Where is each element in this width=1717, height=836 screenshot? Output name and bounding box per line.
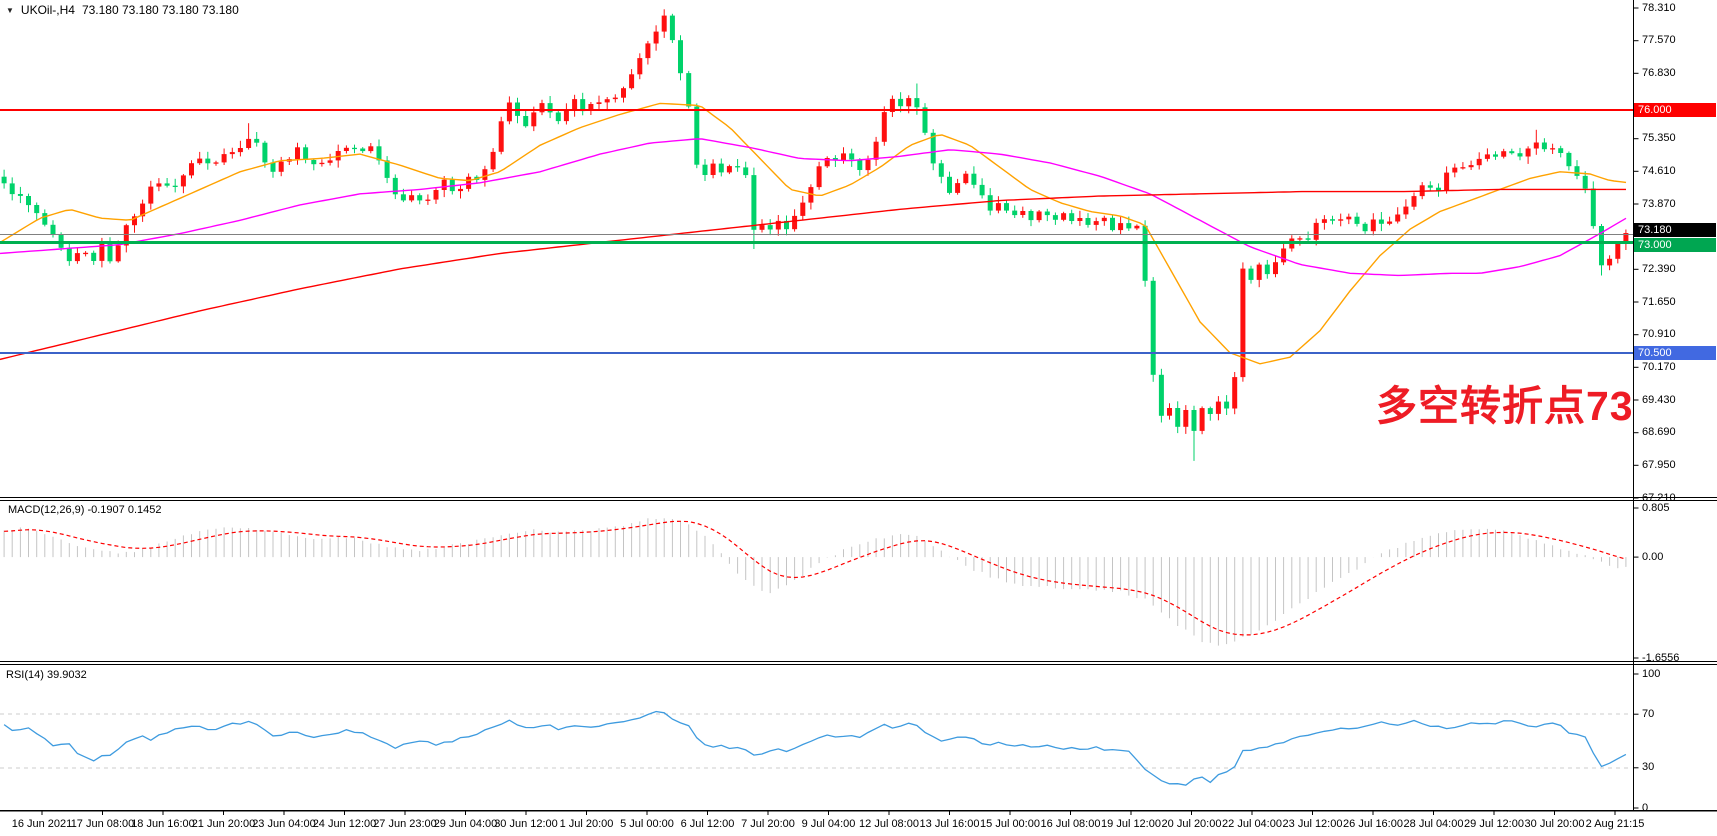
x-axis-label: 9 Jul 04:00 — [801, 818, 856, 830]
x-axis-label: 28 Jul 04:00 — [1403, 818, 1464, 830]
macd-indicator-label: MACD(12,26,9) -0.1907 0.1452 — [8, 504, 162, 516]
x-axis-label: 6 Jul 12:00 — [680, 818, 735, 830]
price-tick-label: 69.430 — [1642, 393, 1676, 406]
price-tick-label: 72.390 — [1642, 262, 1676, 275]
ma-fast-orange — [0, 102, 1627, 365]
price-tick-label: 76.830 — [1642, 66, 1676, 79]
rsi-indicator-label: RSI(14) 39.9032 — [6, 669, 87, 681]
rsi-line — [3, 710, 1627, 786]
price-tick-label: 73.870 — [1642, 197, 1676, 210]
rsi-tick-label: 30 — [1642, 761, 1655, 774]
price-tick-label: 67.210 — [1642, 491, 1676, 504]
price-badge-level-70500: 70.500 — [1634, 345, 1716, 360]
x-axis-label: 7 Jul 20:00 — [741, 818, 795, 830]
x-axis-label: 16 Jun 2021 — [11, 818, 73, 830]
x-axis-label: 27 Jun 23:00 — [373, 818, 437, 830]
price-tick-label: 70.910 — [1642, 328, 1676, 341]
price-tick-label: 68.690 — [1642, 426, 1676, 439]
moving-averages — [0, 102, 1627, 365]
x-axis-label: 19 Jul 12:00 — [1101, 818, 1161, 830]
axis-tick-marks — [41, 7, 1639, 815]
price-badge-resistance-76000: 76.000 — [1634, 102, 1716, 117]
chart-title-bar: ▼ UKOil-,H4 73.180 73.180 73.180 73.180 — [6, 3, 239, 17]
x-axis-label: 30 Jun 12:00 — [494, 818, 558, 830]
horizontal-level-lines — [0, 109, 1634, 354]
x-axis-label: 13 Jul 16:00 — [919, 818, 980, 830]
symbol-period-label: UKOil-,H4 — [20, 3, 75, 17]
x-axis-label: 2 Aug 21:15 — [1585, 818, 1645, 830]
x-axis-label: 22 Jul 04:00 — [1222, 818, 1282, 830]
x-axis-label: 12 Jul 08:00 — [859, 818, 919, 830]
x-axis-label: 23 Jun 04:00 — [252, 818, 316, 830]
macd-tick-label: 0.00 — [1642, 550, 1664, 563]
macd-tick-label: -1.6556 — [1642, 651, 1680, 664]
x-axis-label: 29 Jun 04:00 — [433, 818, 498, 830]
price-tick-label: 71.650 — [1642, 295, 1676, 308]
price-tick-label: 70.170 — [1642, 360, 1676, 373]
x-axis-label: 23 Jul 12:00 — [1282, 818, 1343, 830]
x-axis-label: 24 Jun 12:00 — [312, 818, 377, 830]
x-axis-label: 20 Jul 20:00 — [1161, 818, 1222, 830]
price-tick-label: 78.310 — [1642, 1, 1676, 14]
x-axis-label: 5 Jul 00:00 — [620, 818, 674, 830]
rsi-tick-label: 100 — [1642, 667, 1661, 680]
x-axis-label: 1 Jul 20:00 — [559, 818, 614, 830]
x-axis-label: 21 Jun 20:00 — [191, 818, 256, 830]
macd-histogram — [3, 518, 1627, 646]
price-badge-support-73000: 73.000 — [1634, 238, 1716, 253]
price-tick-label: 77.570 — [1642, 34, 1676, 47]
chinese-annotation-text: 多空转折点73 — [1376, 383, 1634, 429]
ohlc-quotes-label: 73.180 73.180 73.180 73.180 — [81, 3, 239, 17]
price-tick-label: 74.610 — [1642, 164, 1676, 177]
price-tick-label: 67.950 — [1642, 458, 1676, 471]
x-axis-label: 17 Jun 08:00 — [70, 818, 135, 830]
ma-mid-magenta — [0, 138, 1627, 277]
price-tick-label: 75.350 — [1642, 132, 1676, 145]
x-axis-label: 16 Jul 08:00 — [1040, 818, 1101, 830]
rsi-tick-label: 0 — [1642, 801, 1649, 814]
x-axis-label: 18 Jun 16:00 — [131, 818, 195, 830]
symbol-dropdown-icon[interactable]: ▼ — [6, 5, 14, 15]
price-badge-last-price-73180: 73.180 — [1634, 223, 1716, 238]
panel-borders — [0, 0, 1717, 812]
x-axis-label: 15 Jul 00:00 — [980, 818, 1040, 830]
x-axis-label: 30 Jul 20:00 — [1524, 818, 1585, 830]
x-axis-label: 29 Jul 12:00 — [1464, 818, 1524, 830]
macd-tick-label: 0.805 — [1642, 501, 1670, 514]
ma-slow-red — [0, 188, 1626, 361]
rsi-tick-label: 70 — [1642, 707, 1655, 720]
x-axis-label: 26 Jul 16:00 — [1343, 818, 1403, 830]
macd-signal-line — [4, 520, 1627, 636]
